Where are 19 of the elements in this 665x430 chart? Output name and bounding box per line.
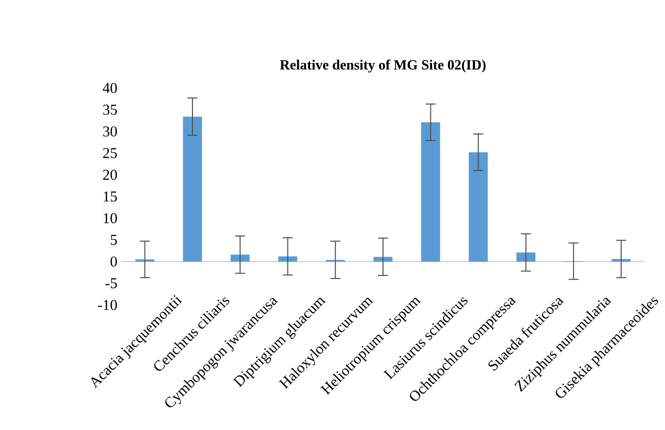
y-tick-label: -5 — [106, 278, 117, 288]
y-tick-label: 20 — [103, 170, 117, 180]
bar — [468, 152, 488, 262]
y-tick-label: 10 — [104, 213, 117, 224]
y-tick-label: 30 — [103, 126, 117, 136]
y-tick-label: 25 — [103, 148, 117, 158]
bar — [230, 254, 250, 262]
bar — [278, 256, 298, 262]
chart-title: Relative density of MG Site 02(ID) — [280, 60, 486, 72]
y-tick-label: 35 — [103, 104, 117, 115]
y-tick-label: 15 — [104, 191, 117, 202]
y-tick-label: -10 — [98, 300, 117, 310]
y-tick-label: 0 — [110, 256, 117, 267]
y-tick-label: 40 — [102, 82, 117, 94]
bar — [612, 258, 631, 262]
bar — [421, 122, 440, 262]
bar — [516, 252, 536, 262]
y-tick-label: 5 — [110, 234, 117, 245]
bar — [182, 116, 202, 262]
